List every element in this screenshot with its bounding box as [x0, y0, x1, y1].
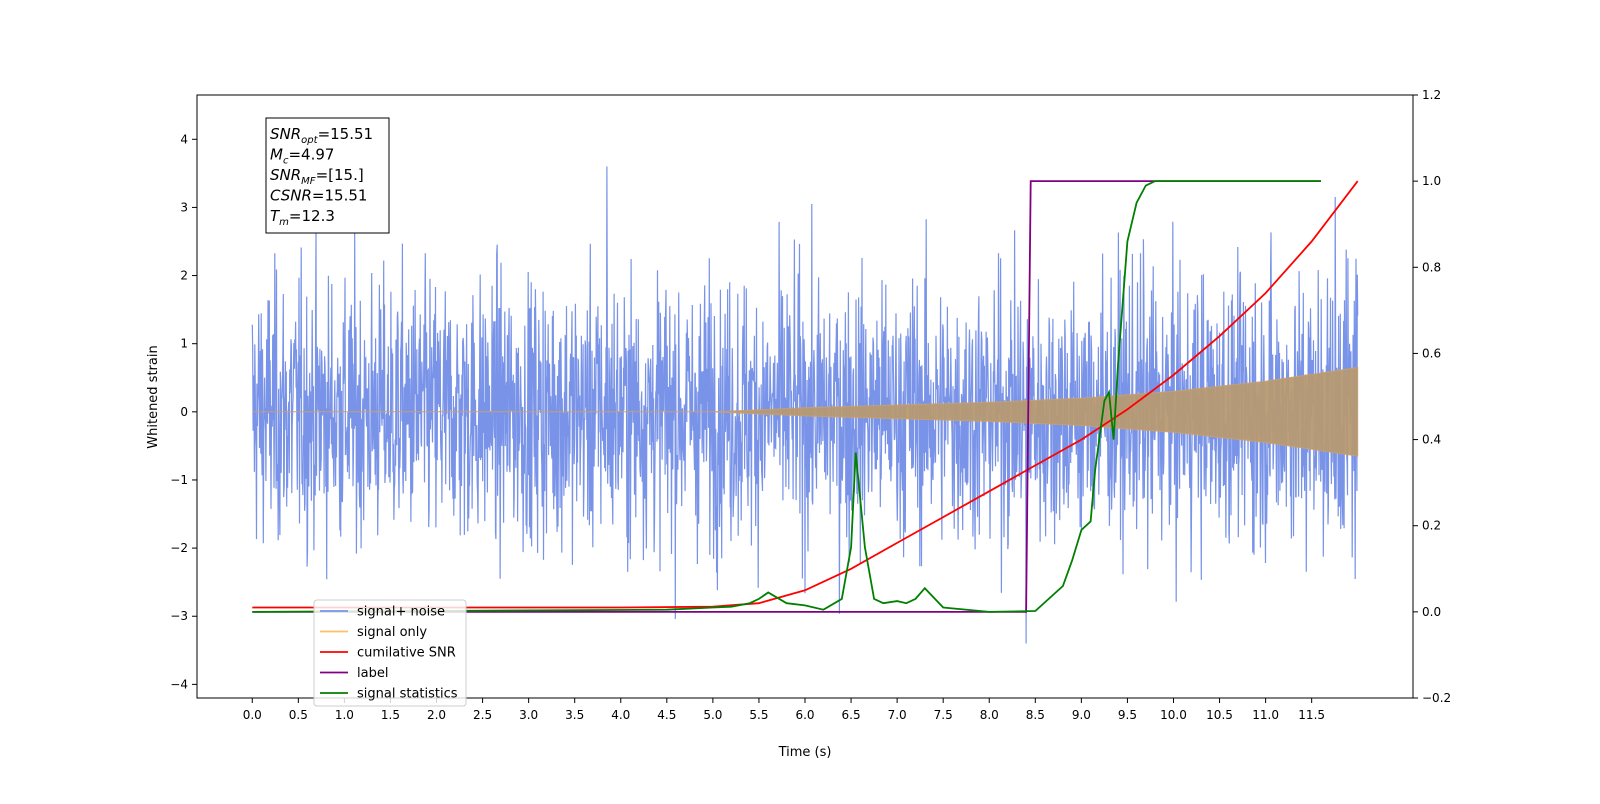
y2-tick-label: 0.2	[1422, 519, 1441, 533]
annotation-box	[265, 117, 390, 234]
y2-tick-label: 0.8	[1422, 260, 1441, 274]
x-tick-label: 2.0	[427, 708, 446, 722]
x-tick-label: 5.5	[749, 708, 768, 722]
x-tick-label: 8.5	[1026, 708, 1045, 722]
x-tick-label: 8.0	[980, 708, 999, 722]
y-tick-label: 2	[180, 269, 188, 283]
y-tick-label: −3	[170, 609, 188, 623]
x-tick-label: 0.0	[243, 708, 262, 722]
y2-tick-label: 1.2	[1422, 88, 1441, 102]
x-tick-label: 10.5	[1206, 708, 1233, 722]
y2-tick-label: 0.4	[1422, 433, 1441, 447]
x-axis-label: Time (s)	[778, 745, 832, 760]
y-axis-label: Whitened strain	[146, 345, 161, 448]
x-tick-label: 10.0	[1160, 708, 1187, 722]
annotation-line: CSNR=15.51	[270, 187, 367, 205]
y-tick-label: 0	[180, 405, 188, 419]
series-signal-only	[252, 366, 1359, 457]
x-tick-label: 11.5	[1298, 708, 1325, 722]
y2-tick-label: 1.0	[1422, 174, 1441, 188]
annotation-line: SNRopt=15.51	[270, 125, 373, 146]
y2-tick-label: 0.0	[1422, 605, 1441, 619]
y-tick-label: 1	[180, 337, 188, 351]
annotation-line: SNRMF=[15.]	[270, 166, 364, 187]
x-tick-label: 5.0	[703, 708, 722, 722]
legend-label: cumilative SNR	[357, 646, 456, 661]
legend-label: signal statistics	[357, 687, 458, 702]
series-signal-statistics	[252, 180, 1321, 613]
x-tick-label: 6.0	[795, 708, 814, 722]
x-tick-label: 2.5	[473, 708, 492, 722]
x-tick-label: 1.5	[381, 708, 400, 722]
x-tick-label: 1.0	[335, 708, 354, 722]
x-tick-label: 6.5	[842, 708, 861, 722]
y2-tick-label: 0.6	[1422, 346, 1441, 360]
x-tick-label: 0.5	[289, 708, 308, 722]
y2-tick-label: −0.2	[1422, 691, 1451, 705]
legend-label: label	[357, 666, 388, 681]
x-tick-label: 11.0	[1252, 708, 1279, 722]
x-tick-label: 3.0	[519, 708, 538, 722]
y-tick-label: −4	[170, 677, 188, 691]
legend-box	[313, 599, 467, 707]
y-tick-label: −1	[170, 473, 188, 487]
annotation-line: Mc=4.97	[270, 146, 334, 167]
x-tick-label: 4.0	[611, 708, 630, 722]
series-signal-plus-noise	[251, 166, 1359, 644]
legend-label: signal+ noise	[357, 605, 445, 620]
annotation-line: Tm=12.3	[270, 207, 335, 228]
x-tick-label: 9.0	[1072, 708, 1091, 722]
series-cumilative-snr	[252, 180, 1359, 609]
x-tick-label: 7.0	[888, 708, 907, 722]
y-tick-label: 3	[180, 200, 188, 214]
legend-label: signal only	[357, 625, 427, 640]
x-tick-label: 9.5	[1118, 708, 1137, 722]
y-tick-label: −2	[170, 541, 188, 555]
y-tick-label: 4	[180, 132, 188, 146]
x-tick-label: 3.5	[565, 708, 584, 722]
x-tick-label: 7.5	[934, 708, 953, 722]
x-tick-label: 4.5	[657, 708, 676, 722]
